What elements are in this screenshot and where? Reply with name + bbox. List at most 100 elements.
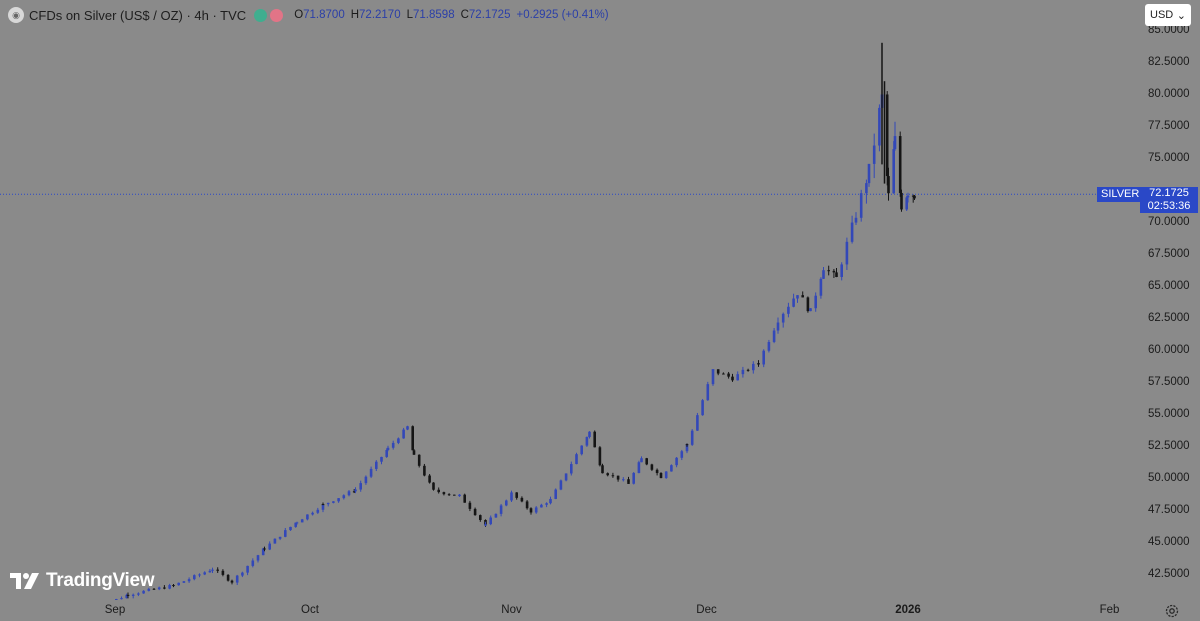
candle: [256, 554, 260, 563]
candle: [601, 463, 604, 474]
candle: [606, 472, 609, 477]
candle: [727, 371, 730, 379]
chart-area[interactable]: [0, 0, 1140, 610]
ohlc-low: L71.8598: [406, 9, 455, 21]
ohlc-open: O71.8700: [294, 9, 345, 21]
candle: [211, 567, 214, 574]
currency-select[interactable]: USD ⌄: [1145, 4, 1191, 26]
candle: [337, 498, 340, 503]
candle: [386, 445, 390, 452]
candle: [289, 526, 292, 531]
candlestick-chart[interactable]: [0, 0, 1140, 610]
candle: [819, 277, 823, 299]
candle: [246, 565, 249, 576]
candle: [840, 262, 843, 281]
price-tick: 82.5000: [1148, 56, 1190, 68]
candle: [453, 494, 456, 496]
candle: [549, 496, 552, 505]
candle: [854, 212, 858, 226]
price-tick: 55.0000: [1148, 408, 1190, 420]
candle: [359, 480, 362, 492]
candle: [221, 569, 225, 577]
candle: [412, 448, 416, 455]
candle: [147, 587, 151, 592]
candle: [616, 475, 620, 482]
last-price-label: 72.1725 02:53:36: [1140, 187, 1198, 214]
price-tick: 57.5000: [1148, 376, 1190, 388]
candle: [554, 488, 557, 500]
settings-gear-icon[interactable]: [1164, 603, 1180, 619]
candle: [906, 192, 910, 203]
candle: [187, 577, 191, 583]
candle: [520, 496, 524, 503]
price-tick: 77.5000: [1148, 120, 1190, 132]
candle: [540, 503, 543, 508]
time-tick: Nov: [501, 604, 522, 616]
candle: [126, 592, 130, 599]
candle: [177, 582, 180, 586]
candle: [580, 445, 583, 456]
ohlc-high: H72.2170: [350, 9, 401, 21]
candle: [772, 327, 776, 344]
candle: [722, 372, 725, 375]
price-tick: 67.5000: [1148, 248, 1190, 260]
candle: [163, 585, 166, 590]
candle: [131, 593, 135, 599]
candle: [593, 430, 596, 448]
candle: [432, 482, 435, 491]
candle: [632, 472, 635, 485]
candle: [417, 454, 421, 468]
silver-symbol-icon[interactable]: ◉: [8, 7, 24, 23]
candle: [172, 584, 175, 588]
candle: [664, 471, 668, 479]
candle: [670, 464, 673, 472]
candle: [479, 514, 482, 522]
price-tick: 45.0000: [1148, 536, 1190, 548]
candle: [391, 440, 395, 450]
price-tick: 62.5000: [1148, 312, 1190, 324]
candle: [690, 429, 694, 446]
candle: [762, 349, 765, 368]
candle: [226, 574, 230, 582]
candle: [696, 412, 699, 431]
candle: [711, 369, 715, 386]
candle: [273, 538, 277, 544]
candle: [776, 317, 780, 334]
candle: [731, 373, 734, 382]
candle: [622, 477, 625, 482]
candle: [402, 427, 405, 439]
candle: [585, 436, 589, 447]
candle: [300, 518, 304, 523]
symbol-legend: ◉ CFDs on Silver (US$ / OZ) · 4h · TVC O…: [8, 6, 609, 24]
currency-value: USD: [1150, 9, 1174, 21]
candle: [505, 499, 508, 507]
symbol-title[interactable]: CFDs on Silver (US$ / OZ) · 4h · TVC: [29, 7, 247, 23]
time-scale[interactable]: Sep Oct Nov Dec 2026 Feb: [0, 600, 1200, 621]
candle: [473, 507, 477, 516]
candle: [284, 527, 287, 538]
candle: [675, 457, 678, 468]
candle: [792, 293, 795, 308]
candle: [347, 489, 351, 497]
candle: [316, 507, 320, 514]
candle: [458, 494, 461, 497]
candle: [321, 502, 325, 506]
candle: [559, 479, 563, 491]
candle: [865, 179, 868, 204]
price-scale[interactable]: 85.0000 82.5000 80.0000 77.5000 75.0000 70.00…: [1140, 0, 1200, 600]
ohlc-change: +0.2925 (+0.41%): [516, 9, 609, 21]
candle: [235, 574, 239, 586]
candle: [468, 500, 472, 512]
candle: [423, 463, 426, 477]
candle: [845, 237, 849, 270]
time-tick: Dec: [696, 604, 717, 616]
tradingview-logo[interactable]: TradingView: [10, 570, 155, 592]
symbol-price-tag: SILVER: [1097, 187, 1144, 203]
candle: [913, 194, 916, 201]
candle: [534, 506, 538, 514]
candle: [900, 189, 903, 212]
last-price-value: 72.1725: [1149, 187, 1189, 200]
candle: [251, 558, 255, 568]
candle: [198, 573, 201, 578]
candle: [182, 581, 186, 583]
